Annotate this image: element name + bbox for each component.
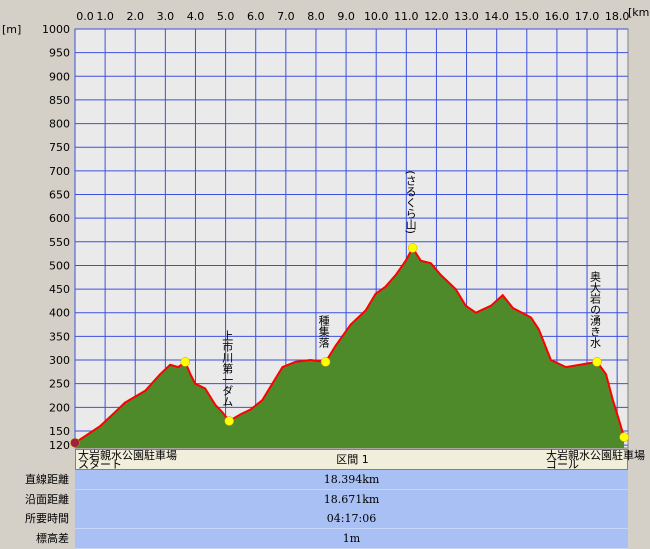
- y-tick-label: 750: [49, 141, 70, 154]
- y-tick-label: 650: [49, 189, 70, 202]
- y-tick-label: 450: [49, 283, 70, 296]
- goal-name: 大岩親水公園駐車場: [546, 449, 645, 462]
- y-unit: [m]: [2, 23, 21, 36]
- y-tick-label: 900: [49, 70, 70, 83]
- x-tick-label: 5.0: [217, 10, 235, 23]
- stats-row: 所要時間 04:17:06: [0, 509, 650, 529]
- waypoint-label: 種集落: [317, 314, 330, 349]
- y-tick-label: 950: [49, 47, 70, 60]
- stat-label: 標高差: [36, 531, 69, 545]
- stat-label: 沿面距離: [25, 492, 69, 506]
- waypoint-label: 奥大岩の湧き水: [588, 270, 601, 348]
- x-tick-label: 14.0: [484, 10, 509, 23]
- y-tick-label: 500: [49, 259, 70, 272]
- x-tick-label: 7.0: [277, 10, 295, 23]
- start-name: 大岩親水公園駐車場: [78, 449, 177, 462]
- x-tick-label: 8.0: [307, 10, 325, 23]
- waypoint: [407, 243, 418, 253]
- waypoint-label: (さるくら山): [404, 170, 417, 234]
- y-tick-label: 350: [49, 330, 70, 343]
- x-tick-label: 16.0: [545, 10, 570, 23]
- start-label: スタート: [78, 458, 122, 471]
- waypoint: [224, 416, 234, 426]
- y-tick-label: 700: [49, 165, 70, 178]
- x-tick-label: 9.0: [337, 10, 355, 23]
- chart: [m] [km] 1000 950 900 850 800 750 700 650 600 550…: [2, 6, 650, 452]
- stat-value: 04:17:06: [75, 509, 628, 529]
- x-unit: [km]: [628, 6, 650, 19]
- x-tick-label: 10.0: [364, 10, 389, 23]
- x-tick-label: 18.0: [605, 10, 630, 23]
- y-tick-label: 600: [49, 212, 70, 225]
- x-tick-label: 15.0: [515, 10, 540, 23]
- y-tick-label: 400: [49, 307, 70, 320]
- x-tick-label: 12.0: [424, 10, 449, 23]
- x-tick-label: 1.0: [96, 10, 114, 23]
- x-tick-label: 2.0: [126, 10, 144, 23]
- stat-label: 直線距離: [25, 473, 69, 486]
- waypoint: [619, 432, 629, 442]
- x-tick-label: 13.0: [454, 10, 479, 23]
- y-tick-label: 250: [49, 378, 70, 391]
- stat-value: 18.671km: [75, 489, 628, 510]
- x-tick-label: 17.0: [575, 10, 600, 23]
- waypoint: [180, 357, 190, 367]
- stat-label: 所要時間: [25, 512, 69, 525]
- waypoint: [320, 357, 331, 367]
- stat-value: 18.394km: [75, 470, 628, 490]
- area-fill: [75, 248, 625, 448]
- y-tick-label: 300: [49, 354, 70, 367]
- y-tick-label: 120: [49, 439, 70, 449]
- goal-label: ゴール: [546, 458, 579, 471]
- stats-row: 直線距離 18.394km: [0, 470, 650, 490]
- stats-row: 標高差 1m: [0, 528, 650, 549]
- x-tick-label: 3.0: [157, 10, 175, 23]
- x-tick-label: 4.0: [187, 10, 205, 23]
- stats-table: 直線距離 18.394km 沿面距離 18.671km 所要時間 04:17:06 標高差 1…: [0, 470, 650, 549]
- x-tick-label: 6.0: [247, 10, 265, 23]
- waypoint-label: 上市川第一ダム: [221, 330, 234, 407]
- y-tick-label: 150: [49, 425, 70, 438]
- y-tick-label: 1000: [42, 23, 70, 36]
- y-tick-label: 200: [49, 401, 70, 414]
- waypoint: [70, 438, 80, 448]
- section-title: 区間 1: [336, 453, 369, 466]
- y-tick-label: 550: [49, 236, 70, 249]
- x-tick-label: 11.0: [394, 10, 419, 23]
- stats-row: 沿面距離 18.671km: [0, 489, 650, 510]
- stat-value: 1m: [75, 528, 628, 549]
- x-tick-label: 0.0: [76, 10, 94, 23]
- y-tick-label: 800: [49, 118, 70, 131]
- waypoint: [592, 357, 602, 367]
- y-tick-label: 850: [49, 94, 70, 107]
- section-bar: 大岩親水公園駐車場 スタート 区間 1 大岩親水公園駐車場 ゴール: [75, 449, 645, 471]
